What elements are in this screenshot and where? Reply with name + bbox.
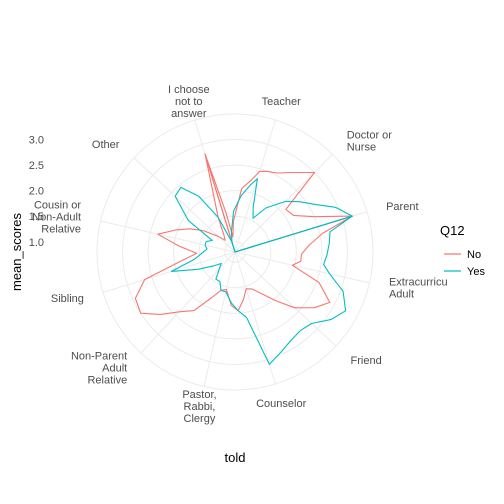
category-label: Sibling (51, 293, 84, 305)
grid-ring (147, 164, 323, 340)
series-line-yes (230, 178, 353, 253)
legend-label-no: No (467, 249, 481, 261)
grid-outer-ring (96, 113, 374, 391)
category-label: Cousin or Non-Adult Relative (32, 199, 81, 235)
grid-ring (122, 139, 348, 365)
legend: Q12 No Yes (440, 223, 485, 278)
series-line-yes (170, 186, 353, 365)
legend-title: Q12 (440, 223, 465, 238)
radial-tick-label: 1.0 (29, 237, 44, 249)
grid-spoke (100, 220, 236, 253)
grid-spoke (234, 119, 276, 253)
grid-spoke (102, 251, 236, 293)
legend-label-yes: Yes (467, 266, 485, 278)
category-label: I choose not to answer (168, 84, 210, 120)
grid-spoke (234, 251, 337, 347)
series-line-no (134, 153, 353, 315)
category-label: Teacher (262, 96, 301, 108)
grid-ring (224, 241, 246, 263)
category-labels: Teacher Doctor or Nurse Parent Extracurricu A… (32, 84, 448, 425)
radial-tick-label: 2.5 (29, 160, 44, 172)
category-label: Pastor, Rabbi, Clergy (182, 389, 216, 425)
series-line-no (204, 153, 353, 253)
category-label: Extracurricu Adult (389, 277, 448, 301)
category-label: Friend (351, 355, 382, 367)
category-label: Parent (386, 201, 418, 213)
grid-spoke (203, 251, 236, 387)
radial-tick-label: 1.5 (29, 211, 44, 223)
grid-spoke (234, 251, 370, 284)
radial-tick-label: 2.0 (29, 186, 44, 198)
category-label: Non-Parent Adult Relative (71, 351, 127, 387)
category-label: Counselor (256, 398, 306, 410)
grid-ring (173, 190, 297, 314)
series-lines (134, 153, 353, 365)
x-axis-title: told (225, 450, 246, 465)
y-axis-title: mean_scores (9, 212, 24, 291)
radial-tick-label: 3.0 (29, 135, 44, 147)
category-label: Other (92, 139, 120, 151)
category-label: Doctor or Nurse (347, 129, 393, 153)
grid-spoke (234, 154, 333, 253)
radial-tick-labels: 1.0 1.5 2.0 2.5 3.0 (29, 135, 44, 249)
